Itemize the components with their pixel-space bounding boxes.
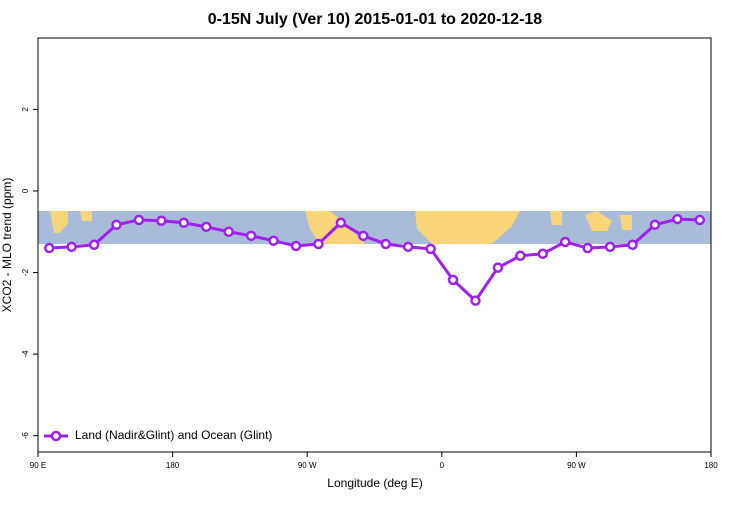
y-tick-label: -4 — [21, 350, 30, 358]
data-point — [313, 238, 324, 250]
data-point — [111, 219, 122, 231]
y-tick-label: 2 — [21, 107, 30, 112]
x-tick-label: 0 — [440, 461, 445, 470]
data-point — [358, 230, 369, 242]
data-point — [290, 240, 302, 252]
data-point — [66, 241, 77, 253]
data-point — [133, 214, 145, 226]
x-tick-label: 180 — [166, 461, 180, 470]
x-tick-label: 90 E — [30, 461, 46, 470]
data-point — [156, 215, 167, 226]
data-point — [43, 242, 55, 254]
data-point — [268, 235, 279, 246]
plot-frame — [37, 37, 712, 453]
data-point — [627, 239, 638, 251]
data-point — [559, 236, 571, 248]
legend-marker — [50, 430, 62, 442]
data-point — [649, 219, 661, 231]
data-point — [470, 295, 481, 306]
data-point — [223, 226, 234, 237]
data-point — [201, 221, 212, 233]
data-point — [537, 248, 548, 260]
y-tick-label: -2 — [21, 268, 30, 276]
data-point — [402, 241, 414, 253]
data-point — [88, 239, 100, 251]
data-point — [672, 213, 683, 225]
data-point — [604, 241, 616, 253]
y-tick-label: -6 — [21, 432, 30, 440]
data-point — [245, 230, 257, 242]
x-tick-label: 90 W — [567, 461, 586, 470]
data-point — [447, 274, 459, 286]
x-tick-label: 180 — [704, 461, 718, 470]
y-axis-label: XCO2 - MLO trend (ppm) — [0, 178, 14, 313]
chart-title: 0-15N July (Ver 10) 2015-01-01 to 2020-1… — [208, 11, 543, 28]
x-tick-label: 90 W — [298, 461, 317, 470]
data-point — [582, 242, 593, 254]
y-tick-label: 0 — [21, 188, 30, 193]
legend-label: Land (Nadir&Glint) and Ocean (Glint) — [75, 428, 272, 442]
data-point — [515, 250, 526, 262]
x-axis-label: Longitude (deg E) — [327, 476, 422, 490]
data-point — [694, 214, 706, 226]
data-point — [178, 217, 190, 229]
data-point — [380, 238, 391, 250]
data-point — [425, 243, 436, 255]
data-point — [492, 262, 504, 273]
data-point — [335, 217, 347, 229]
